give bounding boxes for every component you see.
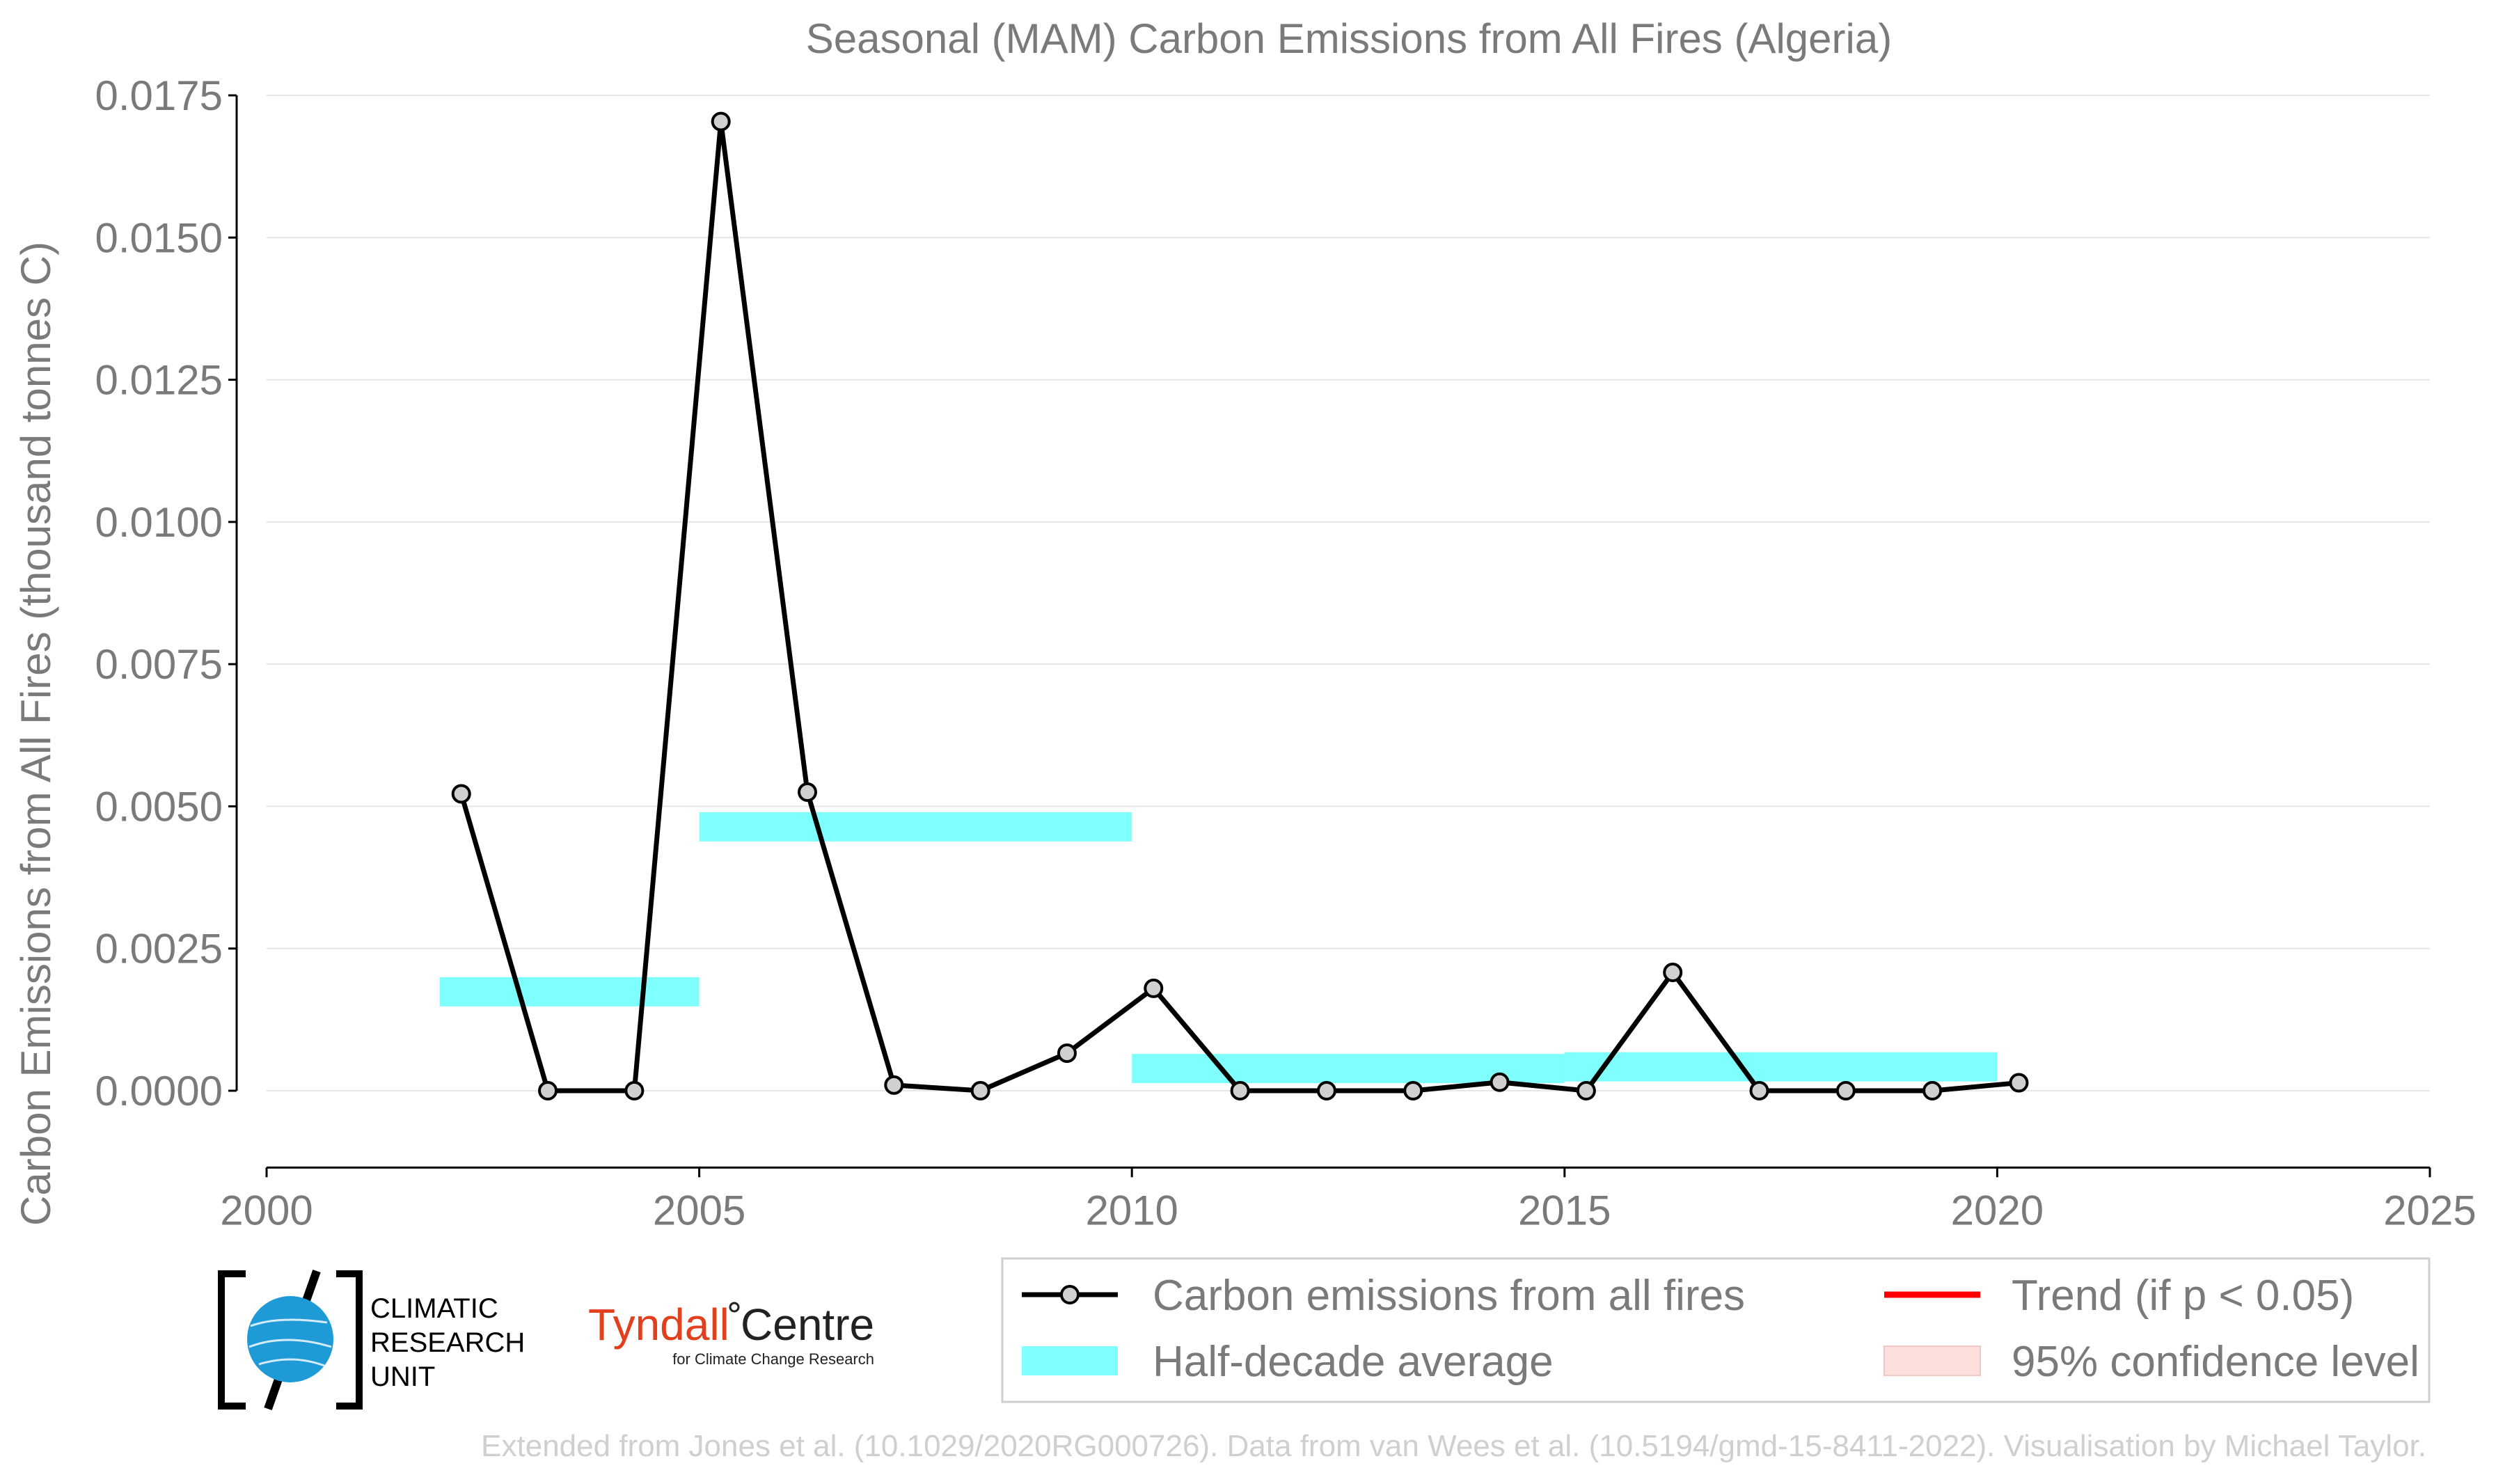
tyndall-logo-centre: Centre: [741, 1300, 874, 1350]
cru-logo-line-3: UNIT: [370, 1361, 435, 1392]
half-decade-average-bar-3: [1564, 1052, 1998, 1082]
half-decade-average-bars: [439, 812, 1998, 1084]
data-point-2: [624, 1081, 645, 1100]
legend-label-trend: Trend (if p < 0.05): [2012, 1272, 2354, 1320]
data-point-15: [1749, 1081, 1769, 1100]
x-tick-label-1: 2005: [653, 1187, 745, 1233]
data-point-11: [1403, 1081, 1423, 1100]
cru-logo-line-2: RESEARCH: [370, 1327, 525, 1358]
y-axis-label: Carbon Emissions from All Fires (thousan…: [13, 242, 59, 1226]
data-point-3: [711, 111, 731, 132]
data-point-12: [1490, 1072, 1510, 1092]
legend-label-emissions: Carbon emissions from all fires: [1153, 1272, 1745, 1320]
legend-marker-icon: [1060, 1285, 1080, 1304]
emissions-series: [451, 111, 2029, 1100]
legend-confidence-icon: [1883, 1345, 1981, 1376]
y-tick-label-4: 0.0100: [95, 499, 223, 546]
chart-title: Seasonal (MAM) Carbon Emissions from All…: [806, 15, 1892, 62]
data-point-1: [538, 1081, 558, 1100]
y-tick-label-3: 0.0075: [95, 641, 223, 688]
cru-logo-line-1: CLIMATIC: [370, 1293, 498, 1324]
data-point-6: [970, 1081, 990, 1100]
legend-frame: [1001, 1257, 2431, 1403]
x-tick-label-3: 2015: [1518, 1187, 1611, 1233]
gridlines: [267, 95, 2430, 1091]
y-tick-label-5: 0.0125: [95, 357, 223, 404]
half-decade-average-bar-0: [439, 977, 700, 1007]
data-point-18: [2009, 1073, 2029, 1093]
data-point-13: [1576, 1081, 1596, 1100]
data-point-10: [1316, 1081, 1336, 1100]
legend-label-confidence: 95% confidence level: [2012, 1338, 2419, 1386]
tyndall-logo-subtitle: for Climate Change Research: [672, 1350, 874, 1368]
legend-average-icon: [1022, 1346, 1118, 1375]
series-line-0: [459, 119, 2019, 1094]
axes: [235, 95, 2430, 1169]
cru-logo: CLIMATIC RESEARCH UNIT: [218, 1270, 525, 1410]
data-point-7: [1057, 1043, 1077, 1064]
x-tick-label-5: 2025: [2383, 1187, 2476, 1233]
data-point-8: [1144, 978, 1164, 998]
tyndall-logo: Tyndall Centre for Climate Change Resear…: [588, 1300, 874, 1368]
x-tick-label-2: 2010: [1085, 1187, 1178, 1233]
data-point-0: [451, 784, 471, 804]
x-axis-ticks: 2000 2005 2010 2015 2020 2025: [220, 1167, 2477, 1233]
y-tick-label-2: 0.0050: [95, 783, 223, 830]
data-point-16: [1835, 1081, 1856, 1100]
data-point-14: [1663, 963, 1683, 983]
y-tick-label-0: 0.0000: [95, 1068, 223, 1114]
credit-line: Extended from Jones et al. (10.1029/2020…: [481, 1429, 2426, 1463]
x-tick-label-0: 2000: [220, 1187, 313, 1233]
tyndall-degree-icon: [729, 1302, 740, 1313]
data-point-17: [1922, 1081, 1943, 1100]
tyndall-logo-name: Tyndall: [588, 1300, 729, 1350]
x-tick-label-4: 2020: [1951, 1187, 2044, 1233]
cru-logo-bracket-right: [336, 1270, 363, 1410]
data-point-9: [1230, 1081, 1250, 1100]
half-decade-average-bar-1: [699, 812, 1132, 842]
data-point-4: [798, 782, 817, 802]
legend-label-average: Half-decade average: [1153, 1338, 1554, 1386]
y-axis-ticks: 0.0000 0.0025 0.0050 0.0075 0.0100 0.0125 0.01…: [95, 72, 237, 1114]
y-tick-label-1: 0.0025: [95, 926, 223, 972]
y-tick-label-7: 0.0175: [95, 72, 223, 119]
legend: Carbon emissions from all fires Trend (i…: [1001, 1257, 2431, 1403]
y-tick-label-6: 0.0150: [95, 214, 223, 261]
data-point-5: [884, 1075, 904, 1095]
cru-logo-bracket-left: [218, 1270, 246, 1410]
